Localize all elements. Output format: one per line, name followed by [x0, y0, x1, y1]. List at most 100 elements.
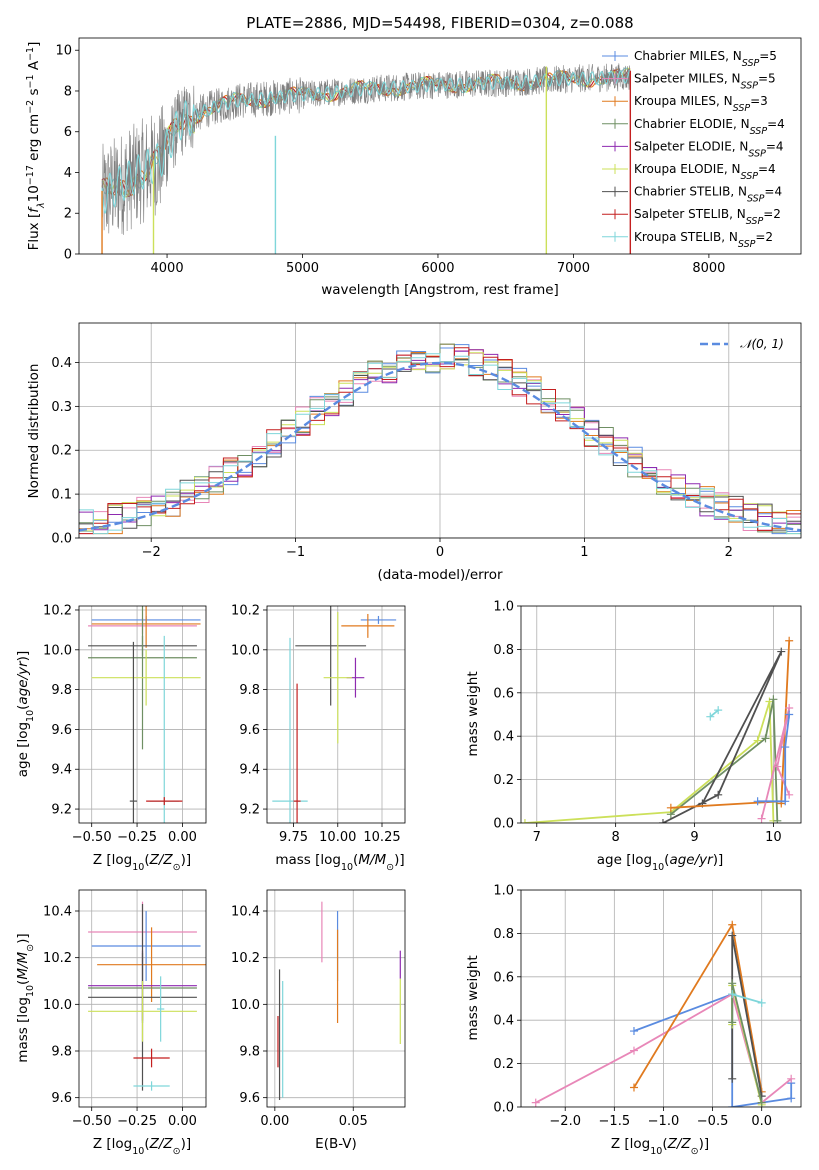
- weight-marker: [728, 920, 737, 929]
- legend-label: Salpeter STELIB, NSSP=2: [634, 207, 781, 227]
- legend-label: Salpeter MILES, NSSP=5: [634, 72, 776, 92]
- weight-marker: [728, 931, 737, 940]
- x-tick-label: −2: [142, 545, 161, 560]
- normal-reference-curve: [79, 361, 801, 532]
- y-tick-label: 0.4: [493, 730, 514, 745]
- y-tick-label: 10.2: [231, 603, 260, 618]
- plot-area: [101, 63, 632, 254]
- y-tick-label: 10.0: [231, 643, 260, 658]
- x-tick-label: 7: [533, 830, 541, 845]
- weight-marker: [787, 1074, 796, 1083]
- mass-Z-y-label: mass [log10(M/M⊙)]: [15, 933, 36, 1062]
- y-tick-label: 9.6: [51, 723, 72, 738]
- y-tick-label: 2: [64, 207, 72, 222]
- plot-area: [267, 890, 405, 1107]
- x-tick-label: −0.5: [697, 1114, 729, 1129]
- axes-frame: [266, 605, 406, 824]
- x-tick-label: 8: [612, 830, 620, 845]
- x-tick-label: 0.00: [168, 1114, 197, 1129]
- axes-frame: [78, 605, 207, 824]
- residuals-y-label: Normed distribution: [26, 364, 42, 499]
- weight-line: [633, 992, 793, 1107]
- weight-marker: [757, 1098, 766, 1107]
- weight-marker: [728, 1074, 737, 1083]
- spectrum-x-label: wavelength [Angstrom, rest frame]: [321, 282, 559, 298]
- weight-marker: [781, 797, 790, 806]
- panel-age-vs-mass: 9.75 10.00 10.25 9.2 9.4 9.6 9.8 10.0 10.2: [231, 603, 406, 845]
- y-tick-label: 10: [55, 44, 72, 59]
- weight-marker: [521, 819, 529, 823]
- y-tick-label: 0.2: [493, 773, 514, 788]
- y-tick-label: 10.0: [43, 643, 72, 658]
- x-tick-label: 10: [765, 830, 782, 845]
- panel-mass-vs-EBV: 0.00 0.05 9.6 9.8 10.0 10.2 10.4: [231, 889, 406, 1129]
- legend-label: 𝒩(0, 1): [740, 337, 784, 351]
- y-tick-label: 0.6: [493, 686, 514, 701]
- weight-line: [633, 922, 763, 1092]
- axes-frame: [78, 889, 207, 1108]
- x-tick-label: 0.05: [339, 1114, 368, 1129]
- plot-area: [521, 606, 801, 823]
- weight-marker: [728, 1018, 737, 1027]
- legend-label: Chabrier STELIB, NSSP=4: [634, 185, 782, 205]
- x-tick-label: 8000: [692, 261, 725, 276]
- x-tick-label: −1.5: [599, 1114, 631, 1129]
- x-tick-label: 7000: [557, 261, 590, 276]
- weight-age-y-label: mass weight: [465, 671, 481, 756]
- x-tick-label: 4000: [151, 261, 184, 276]
- y-tick-label: 1.0: [493, 600, 514, 615]
- x-tick-label: 0.00: [168, 830, 197, 845]
- x-tick-label: 6000: [421, 261, 454, 276]
- mass-Z-x-label: Z [log10(Z/Z⊙)]: [93, 1136, 191, 1157]
- panel-mass-vs-Z: −0.50 −0.25 0.00 9.6 9.8 10.0 10.2 10.4: [43, 889, 207, 1129]
- weight-marker: [757, 998, 766, 1007]
- y-tick-label: 9.2: [51, 803, 72, 818]
- x-tick-label: 1: [580, 545, 588, 560]
- y-tick-label: 9.6: [239, 723, 260, 738]
- weight-marker: [714, 790, 723, 799]
- y-tick-label: 0.0: [493, 1101, 514, 1116]
- y-tick-label: 10.2: [231, 951, 260, 966]
- y-tick-label: 9.8: [239, 683, 260, 698]
- age-Z-x-label: Z [log10(Z/Z⊙)]: [93, 852, 191, 873]
- weight-marker: [706, 712, 715, 721]
- weight-line: [757, 714, 791, 803]
- weight-marker: [629, 1046, 638, 1055]
- weight-line: [709, 709, 719, 718]
- y-tick-label: 0.4: [51, 356, 72, 371]
- legend-label: Chabrier ELODIE, NSSP=4: [634, 117, 785, 137]
- data-spectrum: [101, 63, 631, 235]
- x-tick-label: −0.50: [72, 830, 112, 845]
- y-tick-label: 10.4: [43, 905, 72, 920]
- legend-label: Kroupa MILES, NSSP=3: [634, 94, 768, 114]
- y-tick-label: 0.0: [51, 532, 72, 547]
- y-tick-label: 10.0: [43, 998, 72, 1013]
- panel-age-vs-Z: −0.50 −0.25 0.00 9.2 9.4 9.6 9.8 10.0 10.2: [43, 603, 207, 845]
- y-tick-label: 9.8: [51, 683, 72, 698]
- weight-line: [731, 993, 762, 1004]
- weight-marker: [785, 710, 794, 719]
- x-tick-label: −1: [286, 545, 305, 560]
- x-tick-label: −2.0: [549, 1114, 581, 1129]
- weight-marker: [761, 734, 770, 743]
- y-tick-label: 10.4: [231, 905, 260, 920]
- y-tick-label: 0.3: [51, 400, 72, 415]
- x-tick-label: 2: [725, 545, 733, 560]
- y-tick-label: 4: [64, 166, 72, 181]
- y-tick-label: 0: [64, 248, 72, 263]
- weight-marker: [629, 1027, 638, 1036]
- y-tick-label: 0.0: [493, 817, 514, 832]
- y-tick-label: 9.4: [239, 763, 260, 778]
- weight-marker: [531, 1098, 540, 1107]
- weight-marker: [753, 797, 762, 806]
- y-tick-label: 0.6: [493, 970, 514, 985]
- axes-frame: [266, 889, 406, 1108]
- x-tick-label: 9.75: [279, 830, 308, 845]
- plot-area: [267, 606, 405, 823]
- y-tick-label: 0.8: [493, 643, 514, 658]
- weight-marker: [777, 647, 786, 656]
- weight-marker: [773, 762, 782, 771]
- x-tick-label: 9: [690, 830, 698, 845]
- panel-residuals: −2 −1 0 1 2 0.0 0.1 0.2 0.3 0.4: [51, 322, 802, 560]
